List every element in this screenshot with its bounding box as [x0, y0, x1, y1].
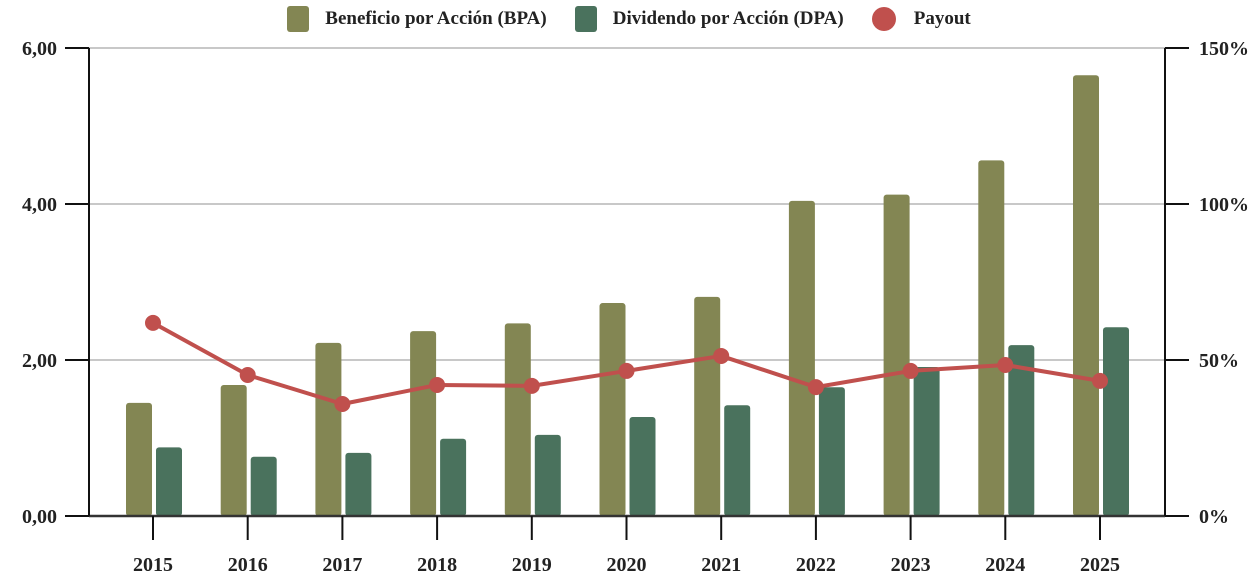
x-tick-label: 2022	[796, 554, 836, 576]
legend-label-payout: Payout	[913, 8, 971, 29]
bar-dpa	[250, 456, 277, 516]
bar-bpa	[978, 160, 1005, 516]
payout-point	[145, 314, 161, 331]
x-tick-label: 2021	[701, 554, 741, 576]
axes	[65, 47, 1189, 540]
bar-dpa	[1103, 327, 1129, 516]
y-tick-label-left: 6,00	[22, 38, 57, 60]
bar-dpa	[629, 416, 656, 516]
payout-point	[902, 362, 919, 379]
payout-point	[523, 377, 540, 394]
bar-bpa	[315, 342, 342, 516]
x-tick-label: 2024	[985, 554, 1025, 576]
payout-point	[807, 379, 824, 396]
bar-dpa	[440, 438, 467, 516]
y-tick-label-left: 2,00	[22, 350, 57, 372]
payout-point	[1092, 372, 1108, 389]
x-tick-label: 2015	[133, 554, 173, 576]
bar-bpa	[220, 384, 247, 516]
payout-point	[713, 347, 730, 364]
y-tick-label-left: 0,00	[22, 506, 57, 528]
bar-bpa	[883, 194, 910, 516]
bar-bpa	[599, 303, 626, 516]
x-tick-label: 2025	[1080, 554, 1120, 576]
tick-labels: 0,00 2,00 4,00 6,00 0% 50% 100% 150% 2015 2016 201…	[22, 38, 1249, 576]
payout-point	[334, 395, 351, 412]
legend-label-bpa: Beneficio por Acción (BPA)	[325, 8, 547, 29]
legend-item-payout: Payout	[871, 7, 971, 31]
bar-dpa	[1008, 345, 1035, 516]
bar-bpa	[504, 323, 531, 516]
bar-dpa	[913, 367, 940, 516]
bar-bpa	[410, 331, 437, 516]
legend-item-bpa: Beneficio por Acción (BPA)	[287, 6, 547, 32]
bar-dpa	[818, 387, 845, 516]
y-tick-label-right: 50%	[1199, 350, 1239, 372]
y-tick-label-right: 100%	[1199, 194, 1249, 216]
x-tick-label: 2018	[417, 554, 457, 576]
legend-swatch-bpa	[287, 6, 310, 32]
x-tick-label: 2019	[512, 554, 552, 576]
bar-bpa	[126, 402, 152, 516]
payout-point	[997, 356, 1014, 373]
bar-dpa	[724, 405, 751, 516]
bar-bpa	[694, 296, 721, 516]
bars	[126, 75, 1129, 517]
legend-item-dpa: Dividendo por Acción (DPA)	[574, 6, 844, 32]
legend-swatch-dpa	[574, 6, 597, 32]
x-tick-label: 2020	[607, 554, 647, 576]
y-tick-label-left: 4,00	[22, 194, 57, 216]
legend-marker-payout	[871, 7, 896, 31]
x-tick-label: 2023	[891, 554, 931, 576]
bar-bpa	[788, 200, 815, 516]
payout-point	[429, 376, 446, 393]
bar-bpa	[1073, 75, 1099, 517]
legend-label-dpa: Dividendo por Acción (DPA)	[612, 8, 844, 29]
bar-dpa	[156, 447, 182, 516]
bar-dpa	[534, 434, 561, 516]
payout-line	[145, 314, 1108, 412]
y-tick-label-right: 0%	[1199, 506, 1229, 528]
x-tick-label: 2016	[228, 554, 268, 576]
x-tick-label: 2017	[322, 554, 362, 576]
y-tick-label-right: 150%	[1199, 38, 1249, 60]
bar-dpa	[345, 452, 372, 516]
payout-point	[239, 366, 256, 383]
payout-point	[618, 362, 635, 379]
legend: Beneficio por Acción (BPA) Dividendo por…	[0, 6, 1258, 32]
